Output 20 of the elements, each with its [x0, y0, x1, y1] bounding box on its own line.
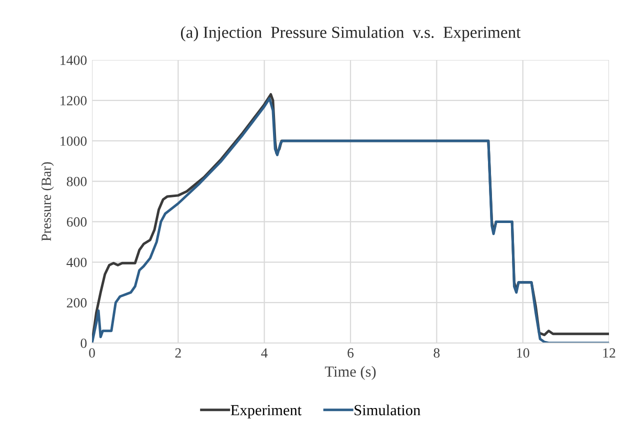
x-tick-label: 0 — [89, 348, 95, 358]
x-tick-label: 6 — [348, 348, 354, 358]
x-tick-label: 10 — [517, 348, 530, 358]
y-tick-label: 1200 — [60, 96, 87, 106]
x-tick-label: 2 — [175, 348, 181, 358]
legend-label: Simulation — [354, 404, 420, 416]
x-tick-label: 8 — [434, 348, 440, 358]
x-tick-label: 12 — [603, 348, 616, 358]
y-axis-title: Pressure (Bar) — [41, 162, 54, 242]
y-tick-label: 400 — [66, 258, 87, 268]
y-tick-label: 1000 — [60, 136, 87, 146]
y-tick-label: 200 — [66, 298, 87, 308]
y-tick-label: 800 — [66, 176, 87, 186]
y-tick-label: 0 — [80, 338, 87, 348]
x-tick-label: 4 — [261, 348, 268, 358]
y-tick-label: 600 — [66, 217, 87, 227]
x-axis-title: Time (s) — [324, 366, 376, 380]
y-tick-label: 1400 — [60, 56, 87, 65]
legend-label: Experiment — [230, 405, 302, 418]
chart-title: (a) Injection Pressure Simulation v.s. Experiment — [180, 26, 521, 42]
